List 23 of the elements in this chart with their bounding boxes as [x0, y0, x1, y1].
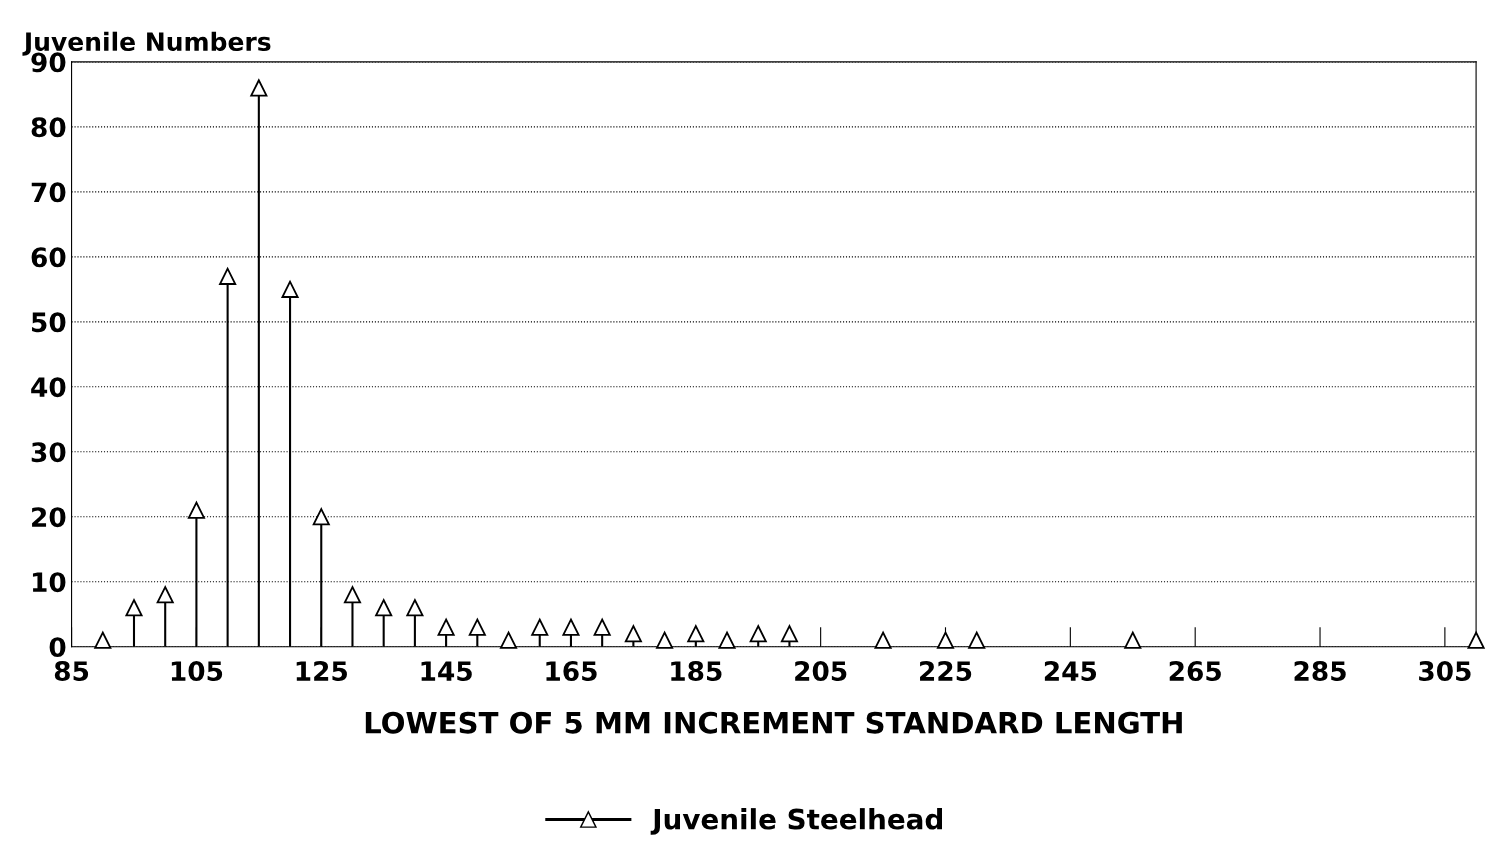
- x-axis-title: LOWEST OF 5 MM INCREMENT STANDARD LENGTH: [365, 711, 1182, 734]
- x-tick-label: 85: [54, 661, 89, 682]
- x-tick-label: 125: [296, 661, 347, 682]
- x-tick-label: 185: [671, 661, 722, 682]
- y-tick-label: 30: [31, 442, 66, 463]
- y-tick-label: 50: [32, 312, 66, 333]
- x-tick-label: 245: [1044, 661, 1097, 682]
- y-tick-label: 40: [31, 377, 66, 398]
- y-tick-label: 60: [31, 247, 66, 268]
- y-tick-label: 70: [31, 182, 66, 203]
- x-tick-label: 265: [1169, 661, 1221, 682]
- y-tick-label: 10: [32, 572, 66, 593]
- x-tick-label: 305: [1419, 661, 1471, 682]
- x-tick-label: 205: [795, 661, 847, 682]
- x-tick-label: 165: [546, 661, 597, 682]
- x-tick-label: 285: [1294, 661, 1346, 682]
- y-tick-label: 80: [31, 117, 66, 138]
- legend-label: Juvenile Steelhead: [650, 808, 942, 835]
- y-tick-label: 0: [49, 637, 66, 658]
- x-tick-label: 225: [920, 661, 972, 682]
- x-tick-label: 105: [171, 661, 223, 682]
- y-tick-label: 20: [32, 507, 66, 528]
- x-tick-label: 145: [421, 661, 472, 682]
